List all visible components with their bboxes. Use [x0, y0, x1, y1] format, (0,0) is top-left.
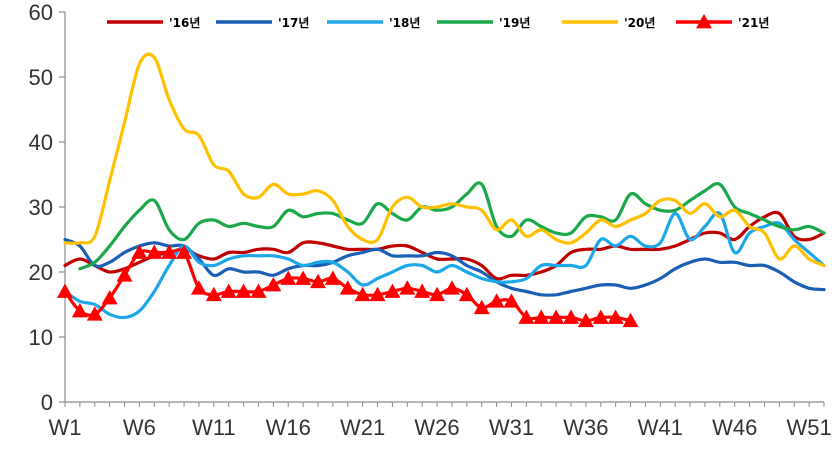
legend-marker [696, 14, 712, 29]
data-point [458, 286, 475, 302]
series-4 [63, 52, 826, 268]
data-point [563, 309, 579, 324]
legend-item: '18년 [327, 16, 420, 30]
series-line [78, 181, 826, 271]
data-point [265, 277, 282, 292]
y-tick-label: 60 [29, 0, 53, 25]
x-tick-label: W41 [638, 415, 683, 440]
legend-label: '17년 [278, 16, 309, 30]
data-point [473, 299, 490, 315]
y-tick-label: 10 [29, 325, 53, 350]
data-point [429, 286, 446, 302]
data-point [324, 270, 341, 285]
y-tick-label: 20 [29, 260, 53, 285]
data-point [220, 283, 237, 298]
data-point [161, 244, 178, 259]
series-line [63, 211, 826, 320]
data-point [176, 244, 193, 259]
legend-item: '21년 [676, 14, 769, 30]
legend-item: '20년 [562, 16, 655, 30]
legend-item: '19년 [437, 16, 530, 30]
series-3 [78, 181, 826, 271]
legend-item: '16년 [107, 16, 200, 30]
data-point [443, 280, 460, 295]
x-tick-label: W6 [123, 415, 156, 440]
data-point [607, 309, 624, 324]
chart-axes: 0 10 20 30 40 50 60 W1 W6 W11 W16 W21 W26 W31 W36 W41 W4… [29, 0, 832, 440]
legend-label: '16년 [169, 16, 200, 30]
data-point [86, 306, 103, 321]
legend-item: '17년 [216, 16, 309, 30]
series-line [63, 52, 826, 268]
data-point [414, 283, 431, 298]
data-point [146, 244, 163, 259]
data-point [280, 270, 297, 285]
y-tick-label: 0 [41, 390, 53, 415]
data-point [577, 312, 594, 328]
x-tick-label: W36 [563, 415, 608, 440]
data-point [295, 270, 312, 285]
data-point [235, 283, 252, 298]
x-tick-label: W51 [786, 415, 831, 440]
data-point [190, 280, 207, 295]
x-tick-label: W21 [340, 415, 385, 440]
data-point [339, 280, 356, 295]
data-point [399, 280, 416, 295]
data-point [131, 244, 148, 259]
y-tick-label: 30 [29, 195, 53, 220]
data-point [533, 309, 550, 324]
series-5 [57, 244, 639, 328]
data-point [592, 309, 609, 324]
x-tick-label: W11 [192, 415, 236, 440]
series-2 [63, 211, 826, 320]
data-point [548, 309, 565, 324]
chart-legend: '16년 '17년 '18년 '19년 '20년 '21년 [107, 14, 769, 30]
x-tick-label: W1 [49, 415, 82, 440]
y-tick-label: 50 [29, 65, 53, 90]
data-point [518, 309, 535, 324]
legend-label: '19년 [499, 16, 530, 30]
data-point [250, 283, 267, 298]
data-point [369, 286, 386, 302]
data-point [354, 286, 371, 302]
data-point [116, 267, 133, 282]
data-point [57, 283, 73, 298]
data-point [101, 290, 118, 305]
x-tick-label: W26 [414, 415, 459, 440]
data-point [71, 303, 88, 318]
data-point [503, 293, 520, 308]
legend-label: '18년 [389, 16, 420, 30]
series-layer [57, 52, 826, 328]
x-tick-label: W31 [489, 415, 534, 440]
y-tick-label: 40 [29, 130, 53, 155]
data-point [384, 283, 401, 298]
legend-label: '21년 [738, 16, 769, 30]
data-point [310, 273, 326, 289]
data-point [622, 312, 639, 328]
data-point [205, 286, 222, 302]
x-tick-label: W46 [712, 415, 757, 440]
x-tick-label: W16 [266, 415, 311, 440]
legend-label: '20년 [624, 16, 655, 30]
data-point [488, 293, 505, 308]
